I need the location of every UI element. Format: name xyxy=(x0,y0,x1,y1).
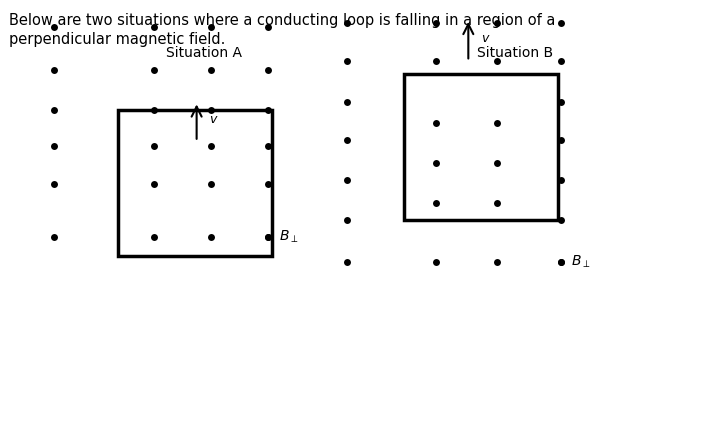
Bar xyxy=(404,74,558,220)
Text: $B_{\perp}$: $B_{\perp}$ xyxy=(571,254,590,270)
Text: Situation B: Situation B xyxy=(477,46,553,60)
Text: Situation A: Situation A xyxy=(166,46,242,60)
Text: $B_{\perp}$: $B_{\perp}$ xyxy=(279,229,298,245)
Text: $v$: $v$ xyxy=(209,113,219,126)
Text: Below are two situations where a conducting loop is falling in a region of a
per: Below are two situations where a conduct… xyxy=(9,13,555,47)
Bar xyxy=(118,110,272,256)
Text: $v$: $v$ xyxy=(481,32,490,44)
